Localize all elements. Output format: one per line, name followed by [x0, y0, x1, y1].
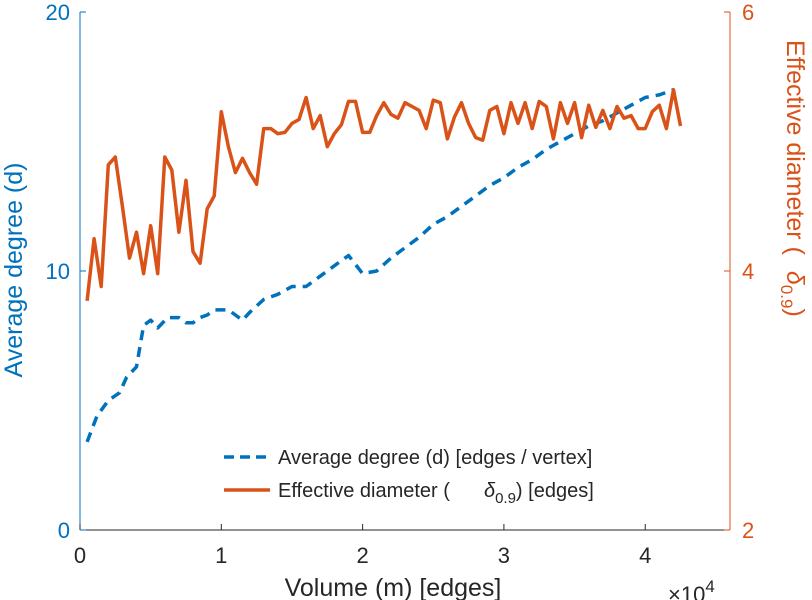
x-tick-label: 0: [74, 543, 86, 568]
right-y-label-delta: δ: [781, 271, 809, 286]
legend-label-average-degree: Average degree (d) [edges / vertex]: [278, 447, 592, 469]
legend-label-effective-diameter: Effective diameter ( δ0.9) [edges]: [278, 480, 594, 507]
legend-label-ed-suffix: ) [edges]: [516, 480, 594, 502]
right-y-label-subscript: 0.9: [777, 285, 796, 309]
x-axis-label: Volume (m) [edges]: [285, 574, 502, 600]
legend-label-ed-delta: δ: [484, 480, 496, 502]
x-tick-label: 4: [639, 543, 651, 568]
x-tick-label: 3: [498, 543, 510, 568]
x-tick-label: 1: [215, 543, 227, 568]
right-y-tick-label: 4: [742, 259, 754, 284]
left-y-tick-label: 0: [58, 518, 70, 543]
right-y-label-suffix: ): [781, 308, 809, 316]
legend-label-ed-subscript: 0.9: [495, 490, 516, 507]
right-y-tick-label: 2: [742, 518, 754, 543]
left-y-tick-label: 10: [46, 259, 70, 284]
left-y-tick-label: 20: [46, 0, 70, 25]
right-y-axis-label: Effective diameter ( δ0.9): [777, 40, 809, 317]
series-line-average-degree: [85, 88, 675, 443]
legend-label-ed-prefix: Effective diameter (: [278, 480, 450, 502]
x-axis-multiplier: ×104: [668, 577, 715, 600]
legend: Average degree (d) [edges / vertex] Effe…: [224, 447, 594, 507]
series-line-effective-diameter: [85, 87, 683, 301]
x-tick-label: 2: [356, 543, 368, 568]
right-y-label-prefix: Effective diameter (: [781, 40, 809, 256]
right-y-tick-label: 6: [742, 0, 754, 25]
x-multiplier-exponent: 4: [705, 577, 714, 596]
x-multiplier-base: ×10: [668, 582, 705, 600]
left-y-axis-label: Average degree (d): [0, 163, 28, 378]
